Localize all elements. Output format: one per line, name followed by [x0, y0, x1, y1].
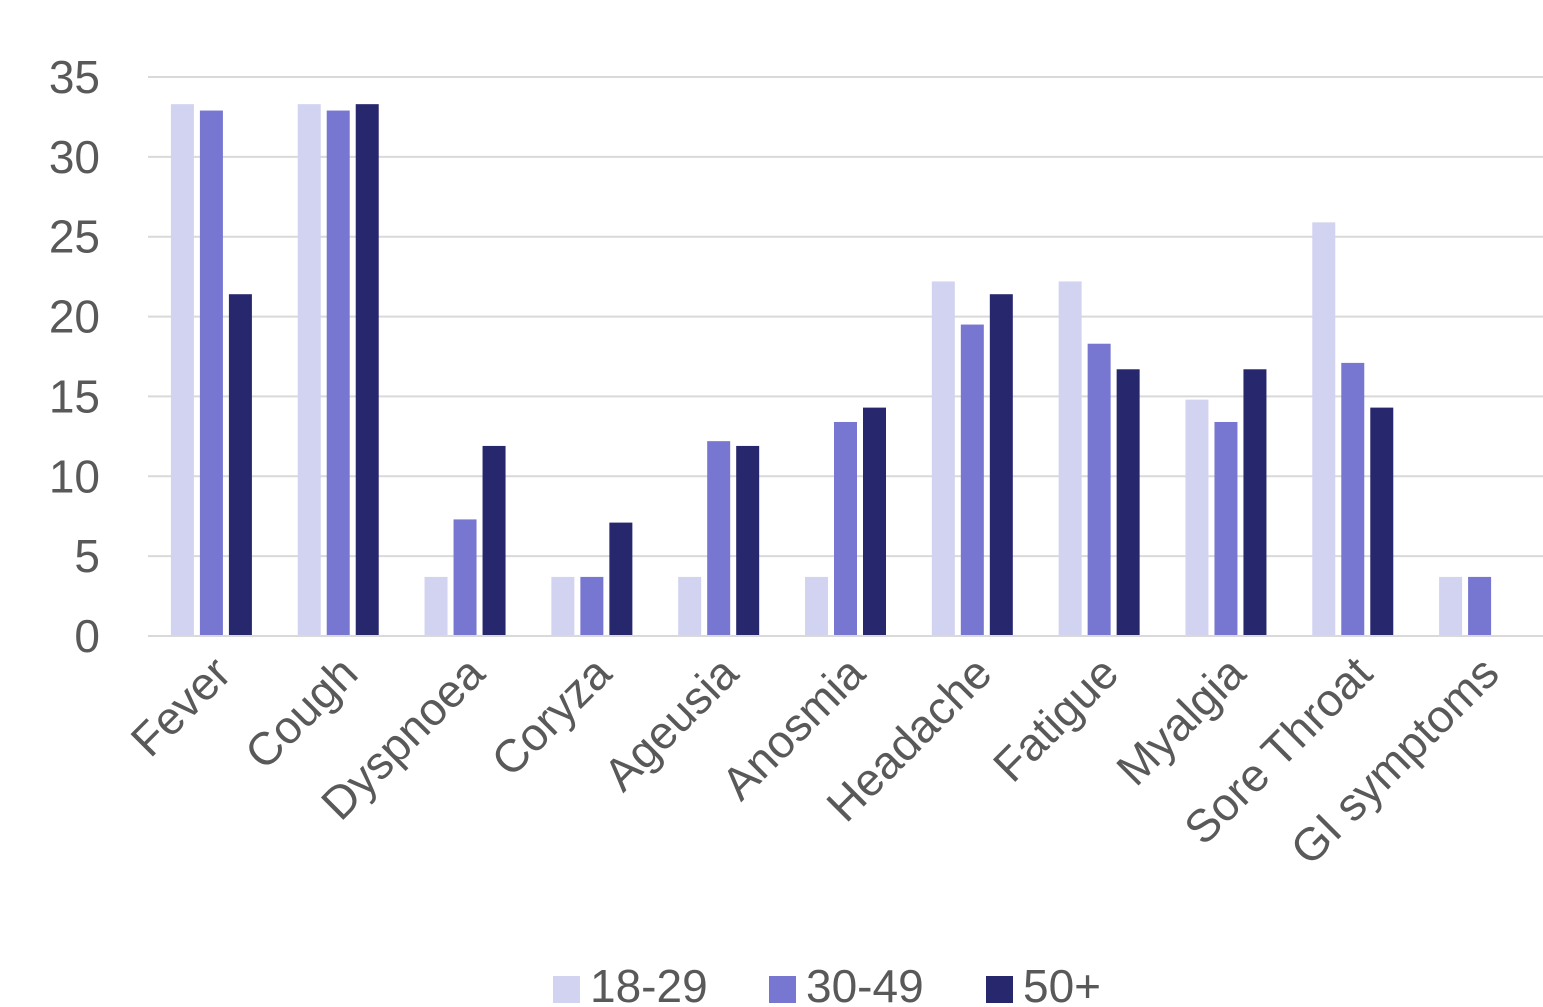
bar-30-49-headache — [960, 324, 984, 636]
bar-30-49-gi-symptoms — [1468, 576, 1492, 636]
bar-30-49-dyspnoea — [453, 519, 477, 636]
bar-18-29-coryza — [551, 576, 575, 636]
legend-item-30-49: 30-49 — [769, 960, 924, 1007]
bar-30-49-cough — [326, 110, 350, 637]
bar-18-29-myalgia — [1185, 399, 1209, 636]
bar-18-29-dyspnoea — [424, 576, 448, 636]
legend-swatch — [986, 976, 1013, 1003]
bar-18-29-ageusia — [678, 576, 702, 636]
bar-30-49-fatigue — [1087, 343, 1111, 636]
legend-label: 30-49 — [806, 960, 924, 1007]
y-tick-label: 0 — [74, 610, 100, 662]
y-tick-label: 30 — [49, 131, 100, 183]
legend-item-50+: 50+ — [986, 960, 1101, 1007]
y-tick-label: 35 — [49, 51, 100, 103]
y-tick-label: 25 — [49, 211, 100, 263]
legend: 18-29 30-49 50+ — [553, 960, 1101, 1007]
bar-50+-headache — [989, 294, 1013, 636]
legend-item-18-29: 18-29 — [553, 960, 708, 1007]
bar-18-29-gi-symptoms — [1439, 576, 1463, 636]
bar-18-29-fatigue — [1058, 281, 1082, 636]
bar-18-29-sore-throat — [1312, 222, 1336, 636]
y-axis-tick-labels: 0 5 10 15 20 25 30 35 — [49, 51, 100, 662]
x-axis-category-labels: FeverCoughDyspnoeaCoryzaAgeusiaAnosmiaHe… — [121, 646, 1509, 875]
bar-30-49-fever — [199, 110, 223, 637]
x-category-label: Fever — [121, 646, 241, 766]
bar-30-49-myalgia — [1214, 421, 1238, 636]
bar-50+-sore-throat — [1370, 407, 1394, 636]
bar-18-29-fever — [170, 104, 194, 636]
legend-swatch — [769, 976, 796, 1003]
y-tick-label: 15 — [49, 370, 100, 422]
bar-30-49-anosmia — [834, 421, 857, 636]
y-tick-label: 5 — [74, 530, 100, 582]
grid-lines — [148, 76, 1543, 558]
bar-30-49-sore-throat — [1341, 362, 1365, 636]
bar-18-29-headache — [931, 281, 955, 636]
y-tick-label: 10 — [49, 450, 100, 502]
bars — [170, 104, 1492, 637]
bar-50+-myalgia — [1243, 369, 1267, 636]
legend-label: 18-29 — [590, 960, 708, 1007]
bar-50+-fever — [228, 294, 252, 636]
x-category-label: Fatigue — [983, 646, 1128, 791]
legend-label: 50+ — [1023, 960, 1101, 1007]
bar-50+-ageusia — [736, 445, 760, 636]
bar-30-49-ageusia — [707, 441, 731, 636]
bar-50+-dyspnoea — [482, 445, 506, 636]
bar-18-29-cough — [297, 104, 321, 636]
bar-50+-fatigue — [1116, 369, 1140, 636]
legend-swatch — [553, 976, 580, 1003]
bar-18-29-anosmia — [805, 576, 828, 636]
bar-50+-coryza — [609, 522, 633, 636]
y-tick-label: 20 — [49, 291, 100, 343]
bar-30-49-coryza — [580, 576, 604, 636]
bar-50+-cough — [355, 104, 379, 636]
bar-50+-anosmia — [863, 407, 886, 636]
